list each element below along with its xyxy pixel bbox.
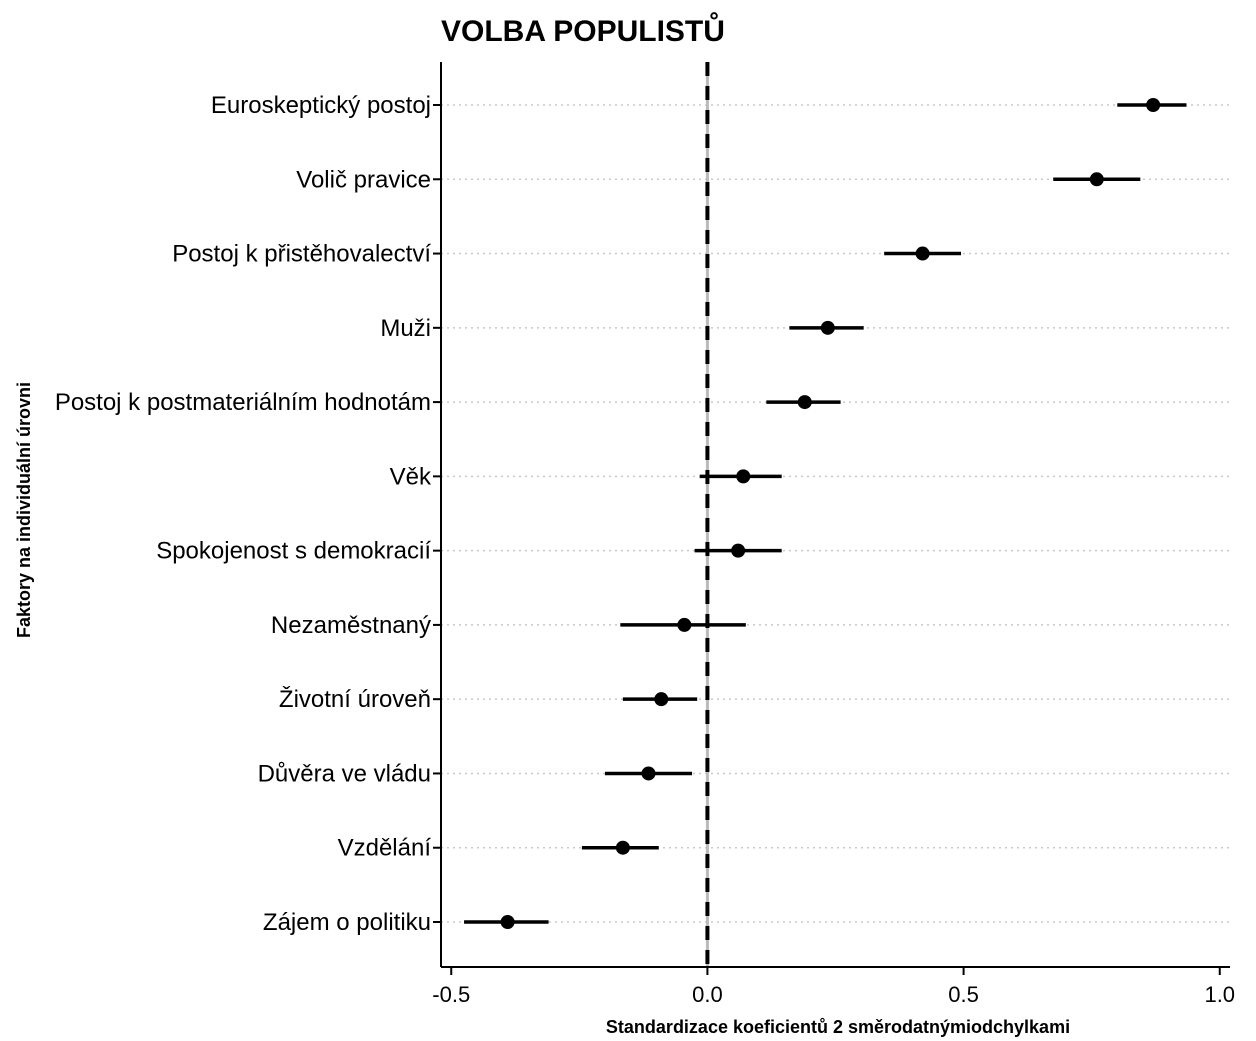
x-tick-label: -0.5 <box>432 982 470 1007</box>
estimate-point <box>820 320 835 335</box>
category-label: Vzdělání <box>338 835 432 862</box>
estimate-point <box>731 543 746 558</box>
category-label: Nezaměstnaný <box>271 612 431 639</box>
x-ticks: -0.5 0.0 0.5 1.0 <box>432 967 1235 1007</box>
estimate-point <box>677 617 692 632</box>
category-label: Volič pravice <box>296 166 431 193</box>
category-labels: Euroskeptický postoj Volič pravice Postoj … <box>55 92 441 936</box>
estimates <box>464 98 1187 929</box>
category-label: Muži <box>380 315 431 342</box>
estimate-point <box>615 840 630 855</box>
category-label: Důvěra ve vládu <box>258 760 431 787</box>
category-label: Věk <box>390 463 432 490</box>
category-label: Zájem o politiku <box>263 909 431 936</box>
estimate-point <box>736 469 751 484</box>
y-axis-title: Faktory na individuální úrovni <box>14 382 34 638</box>
estimate-point <box>654 692 669 707</box>
category-label: Spokojenost s demokracií <box>156 538 431 565</box>
category-label: Euroskeptický postoj <box>211 92 431 119</box>
x-tick-label: 0.0 <box>692 982 723 1007</box>
estimate-point <box>1146 98 1161 112</box>
gridlines <box>441 104 1230 923</box>
chart-title: VOLBA POPULISTŮ <box>441 12 725 48</box>
category-label: Postoj k postmateriálním hodnotám <box>55 389 431 416</box>
x-axis-title: Standardizace koeficientů 2 směrodatnými… <box>606 1017 1070 1037</box>
estimate-point <box>500 915 515 929</box>
x-tick-label: 1.0 <box>1204 982 1235 1007</box>
estimate-point <box>797 395 812 410</box>
x-tick-label: 0.5 <box>948 982 979 1007</box>
estimate-point <box>1089 172 1104 187</box>
category-label: Životní úroveň <box>279 686 431 713</box>
axes <box>440 62 1230 968</box>
estimate-point <box>915 246 930 261</box>
estimate-point <box>641 766 656 781</box>
category-label: Postoj k přistěhovalectví <box>172 241 431 268</box>
